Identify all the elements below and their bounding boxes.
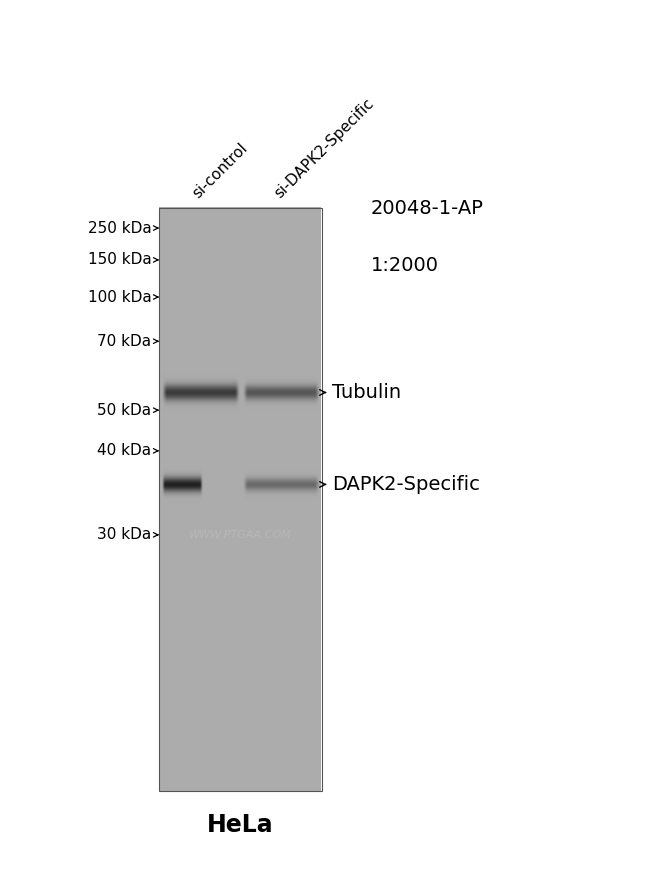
- Text: 70 kDa: 70 kDa: [98, 334, 151, 348]
- Text: 40 kDa: 40 kDa: [98, 444, 151, 458]
- Text: HeLa: HeLa: [207, 813, 274, 837]
- Text: 20048-1-AP: 20048-1-AP: [370, 199, 484, 217]
- Text: si-DAPK2-Specific: si-DAPK2-Specific: [271, 95, 376, 201]
- Text: 1:2000: 1:2000: [370, 256, 439, 275]
- Text: 100 kDa: 100 kDa: [88, 290, 151, 304]
- Text: 150 kDa: 150 kDa: [88, 253, 151, 267]
- Text: DAPK2-Specific: DAPK2-Specific: [332, 475, 480, 494]
- Text: 250 kDa: 250 kDa: [88, 221, 151, 235]
- Bar: [159, 208, 322, 791]
- Text: si-control: si-control: [190, 140, 251, 201]
- Text: Tubulin: Tubulin: [332, 383, 401, 402]
- Text: WWW.PTGAA.COM: WWW.PTGAA.COM: [189, 530, 292, 540]
- Text: 30 kDa: 30 kDa: [98, 528, 151, 542]
- Text: 50 kDa: 50 kDa: [98, 403, 151, 417]
